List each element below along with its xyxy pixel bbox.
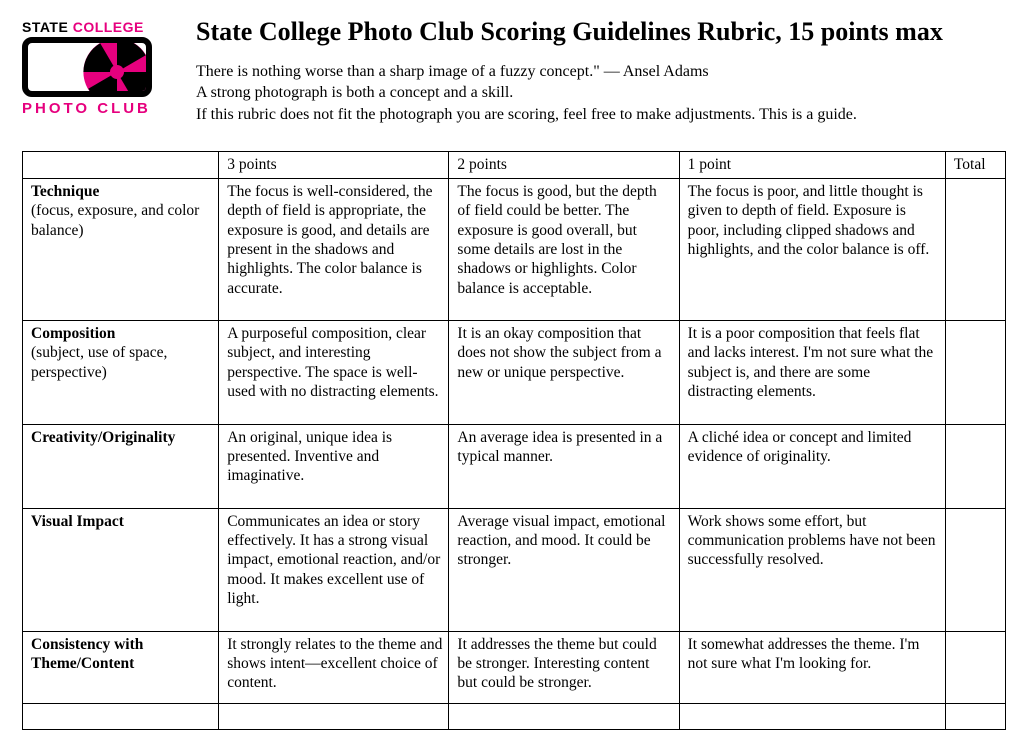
table-row: Creativity/Originality An original, uniq…: [23, 424, 1006, 508]
table-footer-row: [23, 703, 1006, 729]
criterion-cell: Visual Impact: [23, 508, 219, 631]
table-header-row: 3 points 2 points 1 point Total: [23, 152, 1006, 178]
header-1pt: 1 point: [679, 152, 945, 178]
page-title: State College Photo Club Scoring Guideli…: [196, 18, 1006, 47]
table-row: Technique (focus, exposure, and color ba…: [23, 178, 1006, 320]
logo-frame: [22, 37, 152, 97]
rubric-table: 3 points 2 points 1 point Total Techniqu…: [22, 151, 1006, 729]
cell-2pts: It is an okay composition that does not …: [449, 321, 679, 425]
cell-3pts: An original, unique idea is presented. I…: [219, 424, 449, 508]
intro-text: There is nothing worse than a sharp imag…: [196, 61, 1006, 126]
footer-cell: [219, 703, 449, 729]
footer-cell-total[interactable]: [945, 703, 1005, 729]
logo-text-state: STATE: [22, 19, 73, 35]
cell-1pt: Work shows some effort, but communicatio…: [679, 508, 945, 631]
cell-3pts: A purposeful composition, clear subject,…: [219, 321, 449, 425]
cell-1pt: The focus is poor, and little thought is…: [679, 178, 945, 320]
table-row: Visual Impact Communicates an idea or st…: [23, 508, 1006, 631]
intro-line-1: There is nothing worse than a sharp imag…: [196, 61, 1006, 83]
cell-total[interactable]: [945, 508, 1005, 631]
criterion-sub: (focus, exposure, and color balance): [31, 202, 199, 238]
criterion-cell: Technique (focus, exposure, and color ba…: [23, 178, 219, 320]
cell-2pts: Average visual impact, emotional reactio…: [449, 508, 679, 631]
cell-3pts: It strongly relates to the theme and sho…: [219, 631, 449, 703]
header-3pts: 3 points: [219, 152, 449, 178]
criterion-name: Technique: [31, 183, 99, 200]
header-2pts: 2 points: [449, 152, 679, 178]
criterion-sub: (subject, use of space, perspective): [31, 344, 167, 380]
criterion-cell: Composition (subject, use of space, pers…: [23, 321, 219, 425]
logo: STATE COLLEGE PHOTO CLUB: [22, 18, 178, 117]
cell-total[interactable]: [945, 631, 1005, 703]
header: STATE COLLEGE PHOTO CLUB State College P…: [22, 18, 1006, 125]
cell-total[interactable]: [945, 178, 1005, 320]
footer-cell: [23, 703, 219, 729]
cell-3pts: Communicates an idea or story effectivel…: [219, 508, 449, 631]
cell-2pts: An average idea is presented in a typica…: [449, 424, 679, 508]
table-row: Consistency with Theme/Content It strong…: [23, 631, 1006, 703]
criterion-cell: Creativity/Originality: [23, 424, 219, 508]
cell-total[interactable]: [945, 321, 1005, 425]
table-row: Composition (subject, use of space, pers…: [23, 321, 1006, 425]
header-total: Total: [945, 152, 1005, 178]
footer-cell: [679, 703, 945, 729]
criterion-cell: Consistency with Theme/Content: [23, 631, 219, 703]
intro-line-3: If this rubric does not fit the photogra…: [196, 104, 1006, 126]
criterion-name: Creativity/Originality: [31, 429, 175, 446]
logo-text-bottom: PHOTO CLUB: [22, 100, 178, 117]
cell-total[interactable]: [945, 424, 1005, 508]
header-blank: [23, 152, 219, 178]
title-block: State College Photo Club Scoring Guideli…: [196, 18, 1006, 125]
aperture-icon: [82, 37, 152, 97]
logo-text-college: COLLEGE: [73, 19, 144, 35]
logo-text-top: STATE COLLEGE: [22, 20, 178, 34]
footer-cell: [449, 703, 679, 729]
criterion-name: Visual Impact: [31, 513, 124, 530]
criterion-name: Composition: [31, 325, 115, 342]
cell-2pts: It addresses the theme but could be stro…: [449, 631, 679, 703]
cell-3pts: The focus is well-considered, the depth …: [219, 178, 449, 320]
intro-line-2: A strong photograph is both a concept an…: [196, 82, 1006, 104]
cell-1pt: It somewhat addresses the theme. I'm not…: [679, 631, 945, 703]
cell-1pt: It is a poor composition that feels flat…: [679, 321, 945, 425]
criterion-name: Consistency with Theme/Content: [31, 636, 143, 672]
cell-2pts: The focus is good, but the depth of fiel…: [449, 178, 679, 320]
cell-1pt: A cliché idea or concept and limited evi…: [679, 424, 945, 508]
